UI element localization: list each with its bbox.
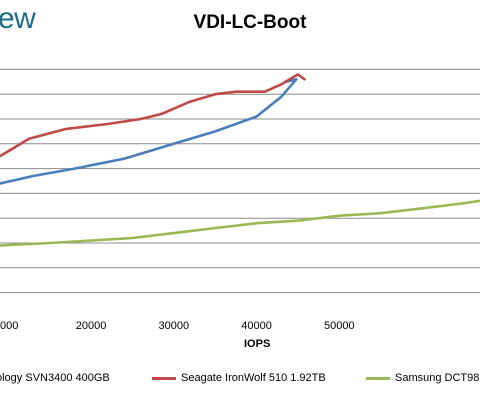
legend-item-samsung: Samsung DCT98 [366,372,479,384]
legend-item-ironwolf: Seagate IronWolf 510 1.92TB [152,372,326,384]
legend-swatch-ironwolf [152,376,176,380]
series-line-0 [0,78,298,185]
legend-swatch-samsung [366,376,390,380]
x-tick-label: 50000 [324,320,355,332]
chart-title: VDI-LC-Boot [193,12,307,33]
legend-label-ironwolf: Seagate IronWolf 510 1.92TB [181,372,326,384]
legend: ology SVN3400 400GB Seagate IronWolf 510… [0,372,480,390]
x-tick-label: 20000 [76,320,107,332]
x-tick-label: 30000 [158,320,189,332]
x-tick-label: 000 [0,320,18,332]
series-line-1 [0,73,306,158]
x-tick-label: 40000 [241,320,272,332]
legend-label-samsung: Samsung DCT98 [395,372,480,384]
legend-label-svn3400: ology SVN3400 400GB [0,372,110,384]
series-line-2 [0,199,480,247]
logo-text: ew [0,2,36,35]
x-axis-label: IOPS [244,338,271,350]
legend-item-svn3400: ology SVN3400 400GB [0,372,110,384]
